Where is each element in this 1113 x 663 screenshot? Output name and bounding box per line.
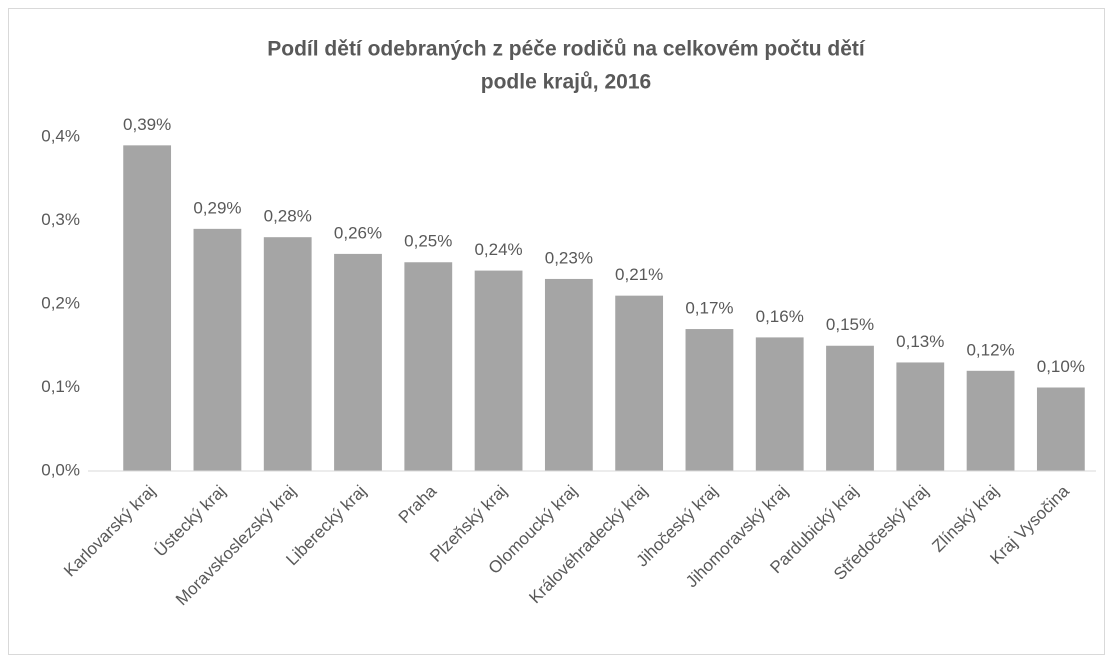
bar	[404, 262, 453, 471]
data-label: 0,12%	[966, 340, 1014, 359]
bar	[966, 370, 1015, 471]
chart-title: Podíl dětí odebraných z péče rodičů na c…	[267, 38, 866, 61]
y-tick-label: 0,0%	[41, 460, 80, 479]
y-tick-label: 0,3%	[41, 210, 80, 229]
y-tick-label: 0,1%	[41, 377, 80, 396]
bar	[826, 345, 874, 471]
bar	[755, 337, 804, 471]
data-label: 0,15%	[826, 315, 874, 334]
bar	[1036, 387, 1085, 471]
bar	[896, 362, 945, 471]
data-label: 0,28%	[264, 207, 312, 226]
y-tick-label: 0,2%	[41, 293, 80, 312]
data-label: 0,39%	[123, 115, 171, 134]
y-tick-label: 0,4%	[41, 126, 80, 145]
data-label: 0,29%	[193, 198, 241, 217]
data-label: 0,10%	[1037, 357, 1085, 376]
data-label: 0,17%	[685, 299, 733, 318]
bar	[263, 237, 312, 471]
data-label: 0,16%	[756, 307, 804, 326]
bar	[474, 270, 523, 471]
data-label: 0,13%	[896, 332, 944, 351]
bar	[615, 295, 664, 471]
data-label: 0,21%	[615, 265, 663, 284]
data-label: 0,23%	[545, 248, 593, 267]
data-label: 0,24%	[474, 240, 522, 259]
data-label: 0,25%	[404, 232, 452, 251]
chart-title: podle krajů, 2016	[481, 71, 651, 94]
bar	[685, 329, 734, 471]
bar	[544, 278, 593, 471]
bar	[334, 253, 382, 471]
bar	[193, 228, 242, 471]
data-label: 0,26%	[334, 223, 382, 242]
bar	[123, 145, 172, 471]
